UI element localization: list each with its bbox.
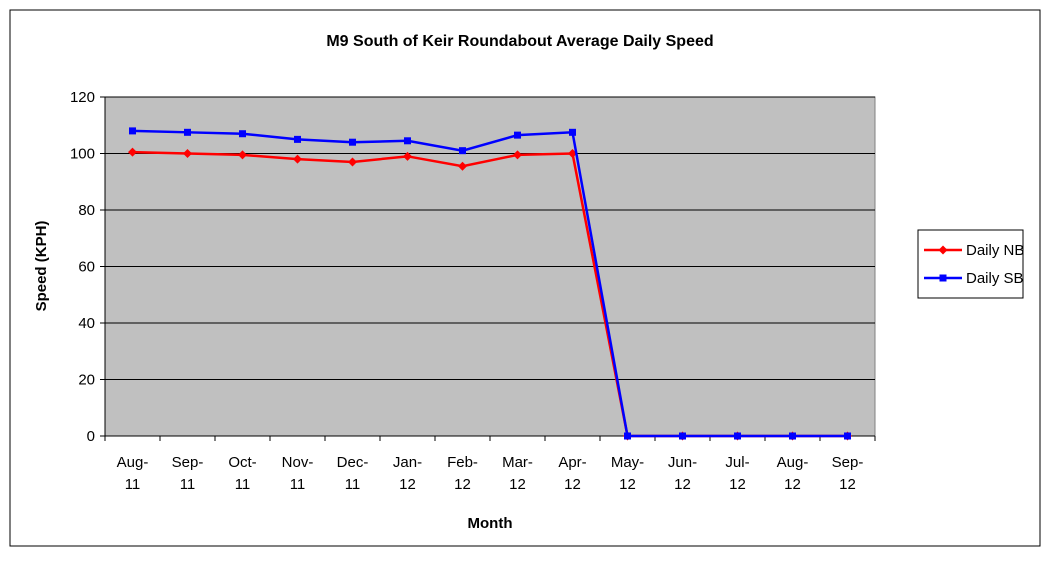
x-tick-label: Aug-11 (117, 454, 149, 493)
marker (129, 127, 136, 135)
marker (459, 147, 466, 155)
x-tick-label: May-12 (611, 454, 644, 493)
x-tick-label: Sep-11 (172, 454, 204, 493)
x-tick-label: Jun-12 (668, 454, 697, 493)
y-tick-label: 0 (87, 428, 95, 445)
marker (624, 432, 631, 440)
marker (939, 274, 947, 282)
y-tick-label: 20 (78, 372, 95, 389)
marker (513, 150, 522, 160)
x-tick-label: Jan-12 (393, 454, 422, 493)
x-tick-label: Aug-12 (777, 454, 809, 493)
y-tick-label: 80 (78, 202, 95, 219)
marker (458, 161, 467, 171)
legend-label: Daily NB (966, 242, 1024, 259)
x-tick-label: Oct-11 (228, 454, 256, 493)
marker (938, 245, 948, 255)
marker (569, 128, 576, 136)
marker (404, 137, 411, 145)
chart-title: M9 South of Keir Roundabout Average Dail… (326, 33, 713, 50)
legend-label: Daily SB (966, 270, 1024, 287)
marker (844, 432, 851, 440)
legend (917, 229, 1024, 299)
marker (349, 138, 356, 146)
marker (238, 150, 247, 160)
marker (679, 432, 686, 440)
marker (734, 432, 741, 440)
x-tick-label: Jul-12 (725, 454, 749, 493)
series-line (132, 129, 848, 438)
y-axis-label: Speed (KPH) (33, 221, 50, 312)
x-tick-label: Sep-12 (832, 454, 864, 493)
x-axis-label: Month (468, 515, 513, 532)
x-tick-label: Mar-12 (502, 454, 533, 493)
marker (514, 131, 521, 139)
marker (293, 154, 302, 164)
x-tick-label: Dec-11 (337, 454, 369, 493)
y-tick-label: 100 (70, 146, 95, 163)
x-tick-label: Apr-12 (558, 454, 586, 493)
y-tick-label: 40 (78, 315, 95, 332)
marker (184, 128, 191, 136)
y-tick-label: 120 (70, 89, 95, 106)
x-tick-label: Feb-12 (447, 454, 478, 493)
marker (403, 151, 412, 161)
y-tick-label: 60 (78, 259, 95, 276)
marker (183, 149, 192, 158)
x-tick-label: Nov-11 (282, 454, 314, 493)
marker (294, 135, 301, 143)
marker (239, 130, 246, 138)
marker (128, 147, 137, 157)
marker (348, 157, 357, 167)
marker (789, 432, 796, 440)
